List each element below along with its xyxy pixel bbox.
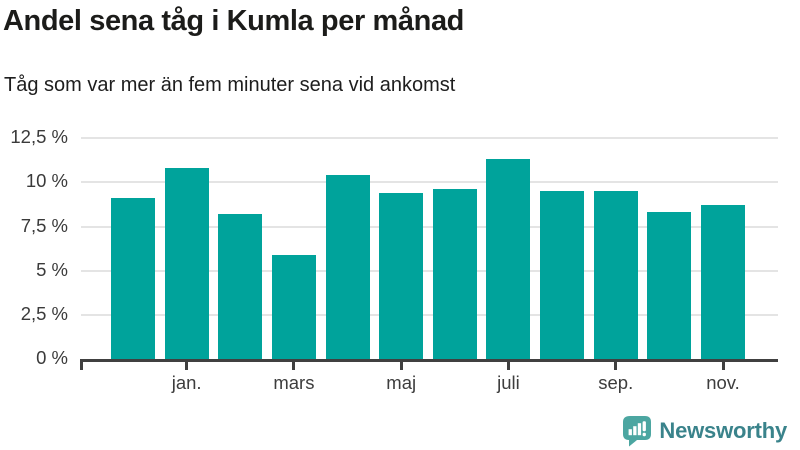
- x-axis-tick: [79, 359, 83, 370]
- y-axis-tick-label: 12,5 %: [10, 126, 68, 148]
- gridline: [81, 181, 778, 184]
- x-axis-tick-label: maj: [386, 372, 417, 393]
- bar-nov.: [701, 205, 746, 359]
- y-axis-tick-label: 7,5 %: [20, 214, 68, 236]
- gridline: [81, 137, 778, 140]
- y-axis-tick-label: 5 %: [36, 258, 68, 280]
- bar-juni: [432, 189, 477, 359]
- x-axis-tick-label: mars: [273, 372, 315, 393]
- bar-mars: [271, 254, 316, 359]
- bar-maj: [379, 193, 424, 359]
- x-axis-tick: [721, 359, 725, 370]
- bar-juli: [486, 159, 531, 359]
- x-axis-tick: [506, 359, 510, 370]
- x-axis-tick-label: nov.: [706, 372, 740, 393]
- x-axis-tick-label: juli: [497, 372, 520, 393]
- bar-feb.: [218, 214, 263, 359]
- bar-april: [325, 175, 370, 359]
- x-axis-tick: [614, 359, 618, 370]
- gridline: [81, 269, 778, 272]
- y-axis-tick-label: 0 %: [36, 347, 68, 368]
- chart-subtitle: Tåg som var mer än fem minuter sena vid …: [4, 74, 456, 96]
- gridline: [81, 225, 778, 228]
- newsworthy-icon: [622, 415, 652, 447]
- bar-dec.: [111, 198, 155, 359]
- x-axis-tick-label: jan.: [171, 372, 202, 393]
- brand-wordmark: Newsworthy: [659, 418, 787, 443]
- bar-sep.: [593, 191, 638, 359]
- newsworthy-logo: Newsworthy: [622, 415, 787, 447]
- x-axis-tick-label: sep.: [598, 372, 634, 393]
- bar-chart-plot-area: jan. mars maj juli sep. nov.: [79, 127, 778, 393]
- y-axis-tick-label: 10 %: [25, 170, 68, 192]
- x-axis-tick: [185, 359, 189, 370]
- x-axis-tick: [399, 359, 403, 370]
- gridline: [81, 313, 778, 316]
- bar-aug.: [540, 191, 585, 359]
- y-axis-tick-label: 2,5 %: [20, 302, 68, 324]
- x-axis-tick: [292, 359, 296, 370]
- bar-okt.: [647, 212, 692, 359]
- bar-jan.: [164, 168, 209, 359]
- chart-title: Andel sena tåg i Kumla per månad: [3, 5, 464, 37]
